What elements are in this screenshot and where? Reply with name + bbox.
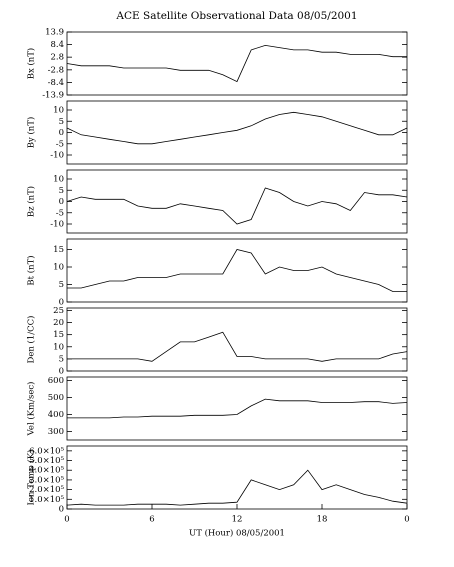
y-tick-label: 0: [59, 197, 64, 207]
y-tick-label: 400: [48, 410, 64, 420]
data-line: [66, 111, 408, 145]
x-tick-label: 12: [232, 515, 243, 525]
data-line: [67, 398, 408, 419]
y-tick-label: -10: [50, 151, 64, 161]
panel-frame: [66, 31, 408, 96]
y-tick-label: -13.9: [42, 91, 64, 101]
y-tick-label: 25: [53, 306, 64, 316]
y-tick-label: 13.9: [45, 28, 64, 38]
y-tick-label: 10: [53, 175, 64, 185]
y-tick-label: -8.4: [48, 78, 64, 88]
data-line: [66, 44, 407, 83]
y-tick-label: 0: [59, 298, 64, 308]
x-tick-label: 0: [404, 515, 409, 525]
x-tick-label: 6: [149, 515, 154, 525]
panel-frame: [66, 307, 408, 372]
y-axis-label: Ion Temp (K): [26, 450, 37, 506]
y-tick-label: 15: [53, 330, 64, 340]
y-tick-label: 5: [59, 117, 64, 127]
y-axis-label: Vel (Km/sec): [26, 382, 37, 437]
y-tick-label: 0: [59, 367, 64, 377]
y-axis-label: Bx (nT): [26, 48, 37, 80]
y-tick-label: -5: [56, 208, 64, 218]
y-tick-label: 4.0×10⁵: [29, 466, 64, 476]
y-tick-label: 2.8: [50, 53, 64, 63]
y-tick-label: 5: [59, 280, 64, 290]
y-axis-label: Bz (nT): [26, 186, 37, 217]
y-tick-label: 5: [59, 354, 64, 364]
x-tick-label: 18: [317, 515, 328, 525]
y-tick-label: 600: [48, 376, 64, 386]
y-tick-label: 10: [53, 342, 64, 352]
data-line: [67, 249, 407, 292]
y-tick-label: 300: [48, 427, 64, 437]
y-tick-label: 10: [53, 106, 64, 116]
panel-frame: [66, 100, 408, 165]
y-tick-label: 15: [53, 245, 64, 255]
panel-frame: [66, 238, 408, 303]
data-line: [66, 469, 408, 506]
y-tick-label: 3.0×10⁵: [29, 475, 64, 485]
y-tick-label: 500: [48, 393, 64, 403]
data-line: [66, 187, 408, 225]
x-axis-label: UT (Hour) 08/05/2001: [189, 528, 285, 539]
y-axis-label: By (nT): [26, 117, 37, 149]
panel-frame: [66, 376, 408, 441]
y-tick-label: -5: [56, 139, 64, 149]
data-line: [67, 331, 408, 362]
x-tick-label: 0: [64, 515, 69, 525]
y-tick-label: 5.0×10⁵: [29, 456, 64, 466]
y-tick-label: 20: [53, 318, 64, 328]
y-axis-label: Den (1/CC): [26, 316, 37, 364]
y-axis-label: Bt (nT): [26, 255, 37, 285]
y-tick-label: 8.4: [50, 40, 64, 50]
y-tick-label: 2.0×10⁵: [29, 485, 64, 495]
y-tick-label: 0: [59, 128, 64, 138]
y-tick-label: -10: [50, 220, 64, 230]
y-tick-label: -2.8: [48, 65, 64, 75]
y-tick-label: 1.0×10⁵: [29, 495, 64, 505]
y-tick-label: 10: [53, 263, 64, 273]
panel-frame: [66, 445, 408, 510]
y-tick-label: 0: [59, 505, 64, 515]
y-tick-label: 5: [59, 186, 64, 196]
y-tick-label: 6.0×10⁵: [29, 446, 64, 456]
chart-title: ACE Satellite Observational Data 08/05/2…: [115, 10, 357, 22]
